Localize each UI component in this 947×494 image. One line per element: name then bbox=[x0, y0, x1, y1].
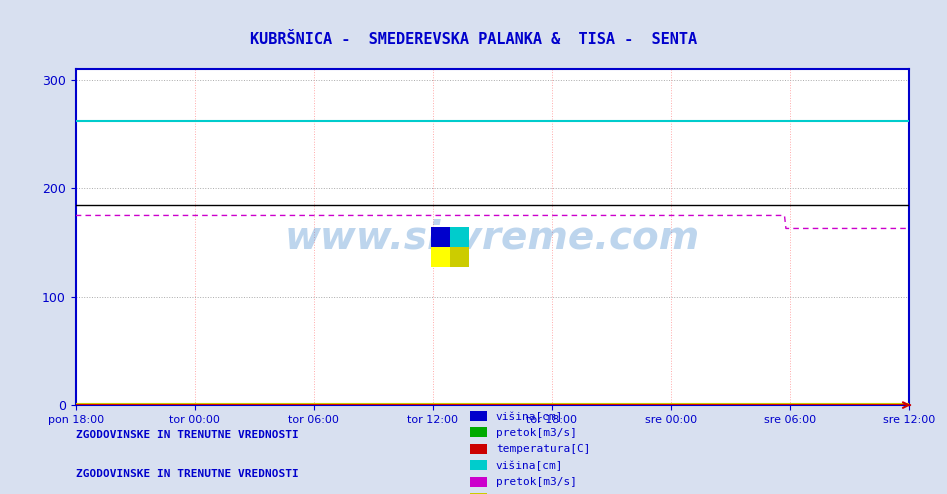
Bar bbox=[450, 227, 469, 247]
Legend: višina[cm], pretok[m3/s], temperatura[C]: višina[cm], pretok[m3/s], temperatura[C] bbox=[466, 456, 595, 494]
Bar bbox=[431, 227, 450, 247]
Legend: višina[cm], pretok[m3/s], temperatura[C]: višina[cm], pretok[m3/s], temperatura[C] bbox=[466, 407, 595, 459]
Text: ZGODOVINSKE IN TRENUTNE VREDNOSTI: ZGODOVINSKE IN TRENUTNE VREDNOSTI bbox=[76, 430, 298, 440]
Text: ZGODOVINSKE IN TRENUTNE VREDNOSTI: ZGODOVINSKE IN TRENUTNE VREDNOSTI bbox=[76, 469, 298, 479]
Text: www.si-vreme.com: www.si-vreme.com bbox=[285, 218, 700, 256]
Bar bbox=[431, 247, 450, 267]
Bar bbox=[450, 247, 469, 267]
Text: KUBRŠNICA -  SMEDEREVSKA PALANKA &  TISA -  SENTA: KUBRŠNICA - SMEDEREVSKA PALANKA & TISA -… bbox=[250, 32, 697, 47]
